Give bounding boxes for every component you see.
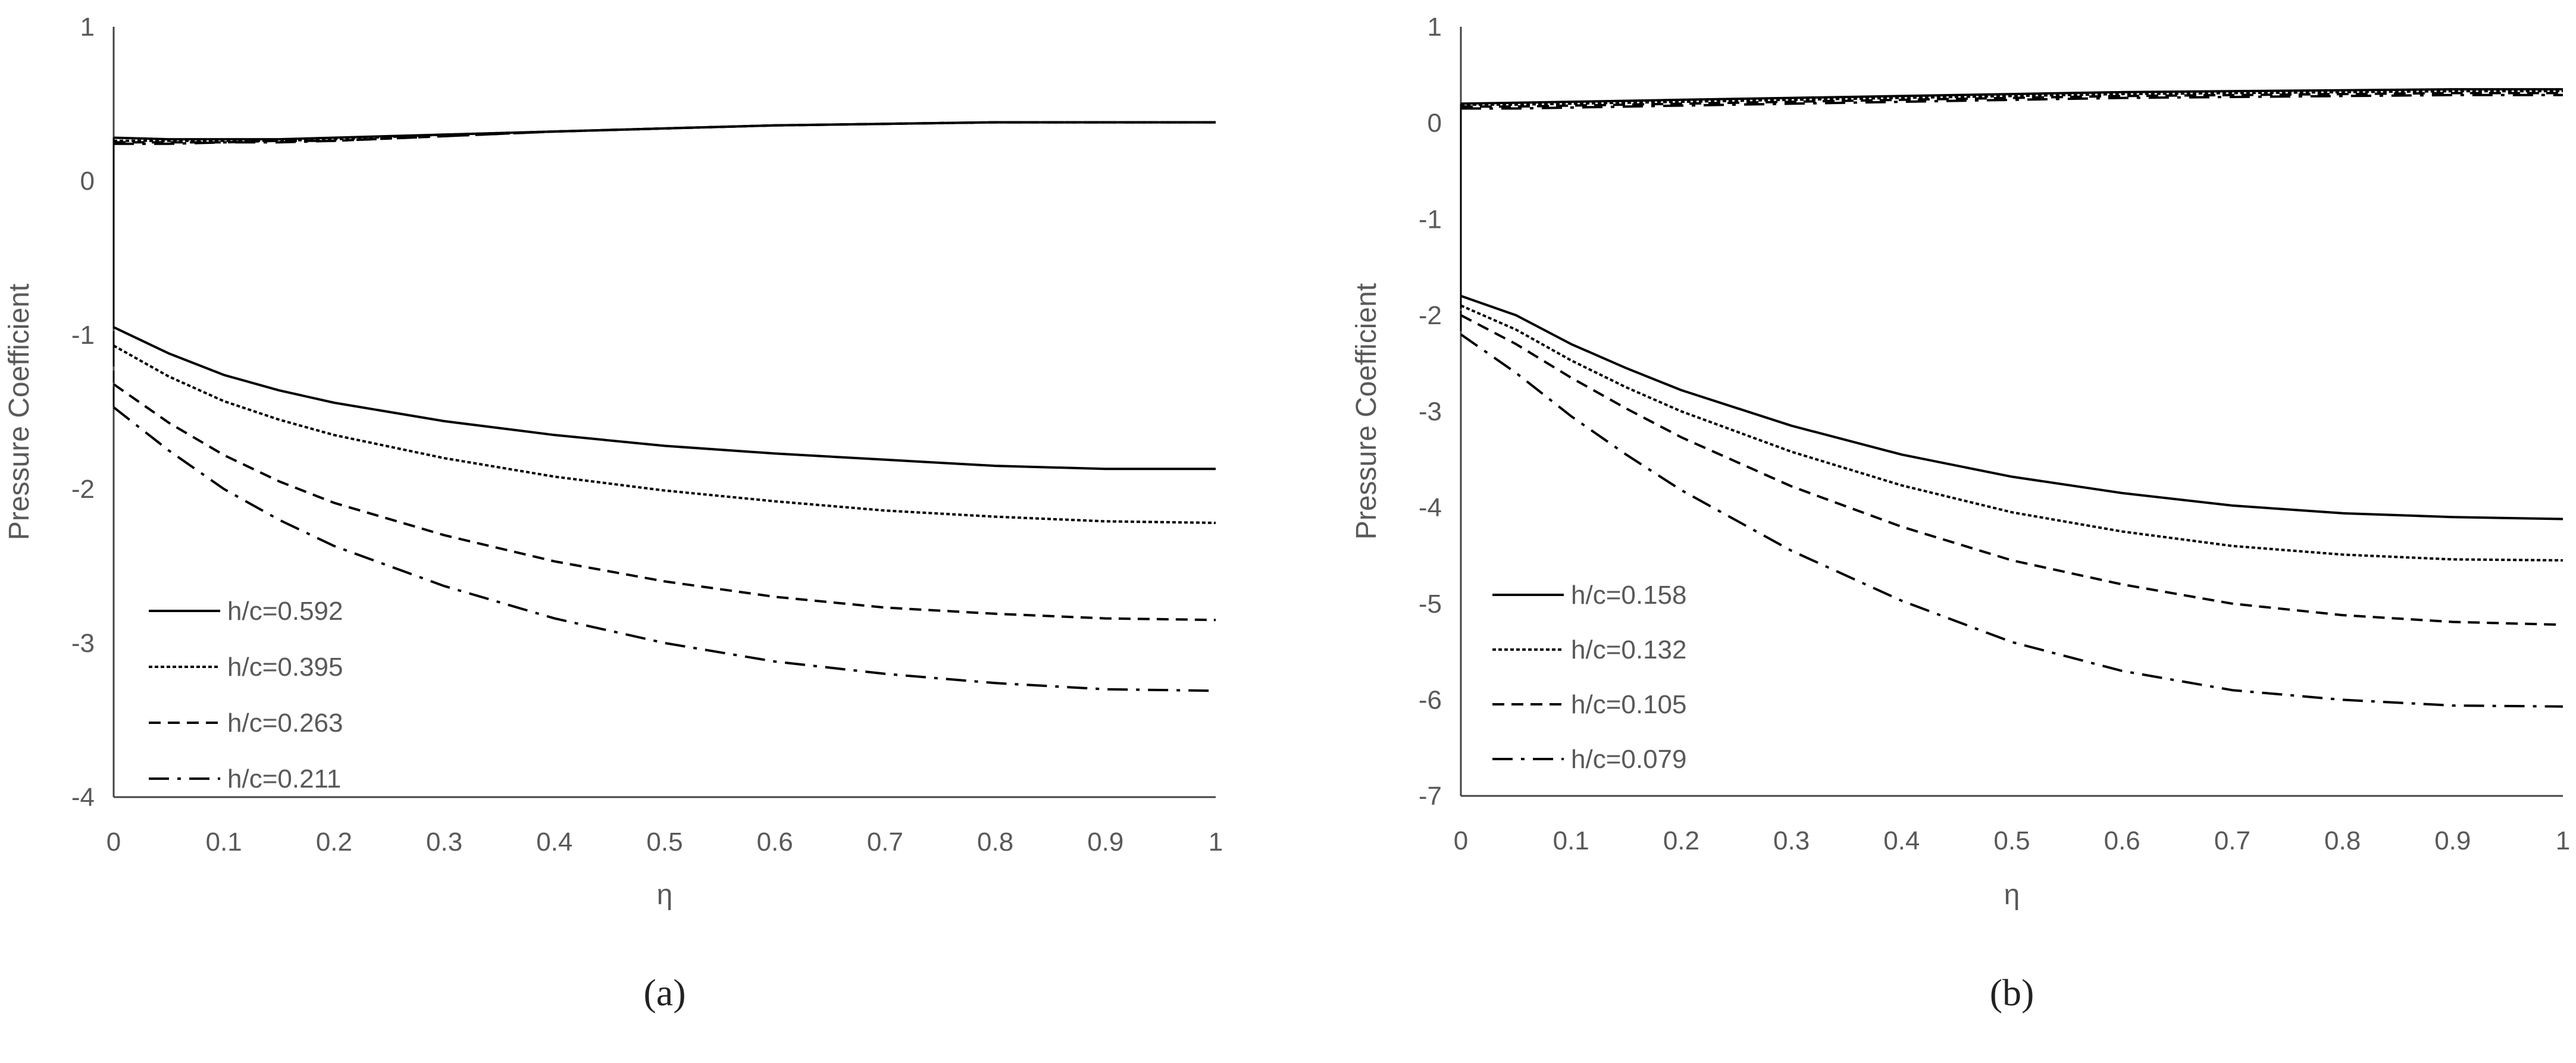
chart-1-series-0-lower-line [1460, 294, 2564, 520]
chart-0-series-0-upper-line [113, 121, 1216, 141]
chart-1-x-tick-label: 0.3 [1773, 826, 1810, 855]
chart-1-x-tick-label: 0.9 [2434, 826, 2471, 855]
chart-0-x-tick-label: 0.1 [206, 827, 242, 857]
chart-1-x-tick-label: 0.4 [1883, 826, 1920, 855]
chart-1-x-tick-label: 0 [1454, 826, 1468, 855]
chart-1-x-tick-label: 0.8 [2324, 826, 2361, 855]
chart-1-x-tick-label: 0.2 [1663, 826, 1699, 855]
chart-1-series-0-upper-line [1460, 88, 2563, 105]
chart-0-series-1-lower-line [113, 344, 1216, 524]
chart-0-x-axis-title: η [657, 879, 673, 911]
chart-0-y-tick-label: -3 [71, 629, 95, 658]
chart-0-y-tick-label: 0 [80, 167, 95, 196]
chart-1-x-tick-label: 0.5 [1993, 826, 2030, 855]
chart-1-x-tick-label: 0.1 [1553, 826, 1589, 855]
chart-0-y-tick-label: -2 [71, 475, 95, 504]
chart-0-x-tick-label: 0.6 [757, 827, 793, 857]
chart-0-x-tick-label: 0.2 [316, 827, 352, 857]
chart-1-y-tick-label: -2 [1419, 301, 1442, 330]
chart-1-series-2-upper-line [1461, 92, 2563, 108]
chart-0-legend-label-2: h/c=0.263 [227, 708, 343, 738]
chart-0-y-tick-label: -4 [71, 783, 95, 812]
chart-1-y-tick-label: -1 [1419, 205, 1442, 234]
chart-1-series-3-upper-line [1461, 93, 2563, 110]
chart-1-series-3-lower-line [1460, 333, 2564, 708]
chart-1-y-tick-label: 0 [1428, 109, 1442, 138]
chart-0-series-1-upper-line [114, 121, 1216, 142]
chart-0-x-tick-label: 0.8 [977, 827, 1013, 857]
chart-1-panel-label: (b) [1990, 971, 2034, 1014]
chart-1-series-2-lower-line [1460, 314, 2564, 626]
chart-0-x-tick-label: 0.5 [646, 827, 683, 857]
chart-panel-a: -4 -3 -2 -1 0 1 0 0.1 0.2 0.3 0.4 0.5 0.6 0.7 0.8 0.9 1 P… [4, 12, 1223, 1014]
chart-0-x-tick-label: 1 [1209, 827, 1223, 857]
chart-0-panel-label: (a) [643, 971, 686, 1014]
chart-1-y-tick-label: -7 [1419, 782, 1442, 811]
chart-0-series-2-upper-line [114, 121, 1216, 144]
chart-1-x-tick-label: 1 [2556, 826, 2570, 855]
chart-1-legend-label-2: h/c=0.105 [1571, 690, 1687, 719]
chart-0-series-3-lower-line [112, 406, 1216, 692]
chart-0-y-axis-title: Pressure Coefficient [4, 284, 35, 540]
chart-1-series-1-upper-line [1461, 90, 2563, 106]
chart-panel-b: -7 -6 -5 -4 -3 -2 -1 0 1 0 0.1 0.2 0.3 0.4 0.5 0.6 0.7 0.… [1351, 12, 2570, 1014]
chart-1-y-tick-label: -6 [1419, 685, 1442, 714]
chart-1-y-tick-label: -5 [1419, 589, 1442, 619]
chart-0-series-0-lower-line [113, 326, 1216, 471]
chart-0-series-2-lower-line [112, 383, 1216, 622]
chart-1-y-tick-label: -3 [1419, 397, 1442, 427]
chart-1-y-tick-label: 1 [1428, 12, 1442, 42]
chart-0-x-tick-label: 0.7 [867, 827, 903, 857]
chart-1-x-tick-label: 0.6 [2104, 826, 2140, 855]
chart-0-x-tick-label: 0.9 [1087, 827, 1123, 857]
chart-1-x-axis-title: η [2004, 879, 2020, 911]
chart-1-series-1-lower-line [1460, 304, 2564, 562]
chart-0-x-tick-label: 0.3 [426, 827, 462, 857]
chart-0-y-tick-label: 1 [80, 12, 95, 42]
chart-0-legend-label-1: h/c=0.395 [227, 653, 343, 682]
chart-0-x-tick-label: 0 [107, 827, 121, 857]
chart-1-y-tick-label: -4 [1419, 493, 1442, 522]
chart-0-x-tick-label: 0.4 [536, 827, 572, 857]
chart-0-legend-label-3: h/c=0.211 [227, 764, 341, 794]
chart-0-y-tick-label: -1 [71, 321, 95, 350]
chart-0-legend-label-0: h/c=0.592 [227, 597, 343, 626]
chart-0-series-3-upper-line [114, 121, 1216, 145]
chart-1-x-tick-label: 0.7 [2214, 826, 2251, 855]
chart-1-legend-label-3: h/c=0.079 [1571, 745, 1687, 774]
chart-1-y-axis-title: Pressure Coefficient [1351, 283, 1382, 540]
chart-1-legend-label-1: h/c=0.132 [1571, 635, 1687, 664]
chart-1-legend-label-0: h/c=0.158 [1571, 581, 1687, 610]
